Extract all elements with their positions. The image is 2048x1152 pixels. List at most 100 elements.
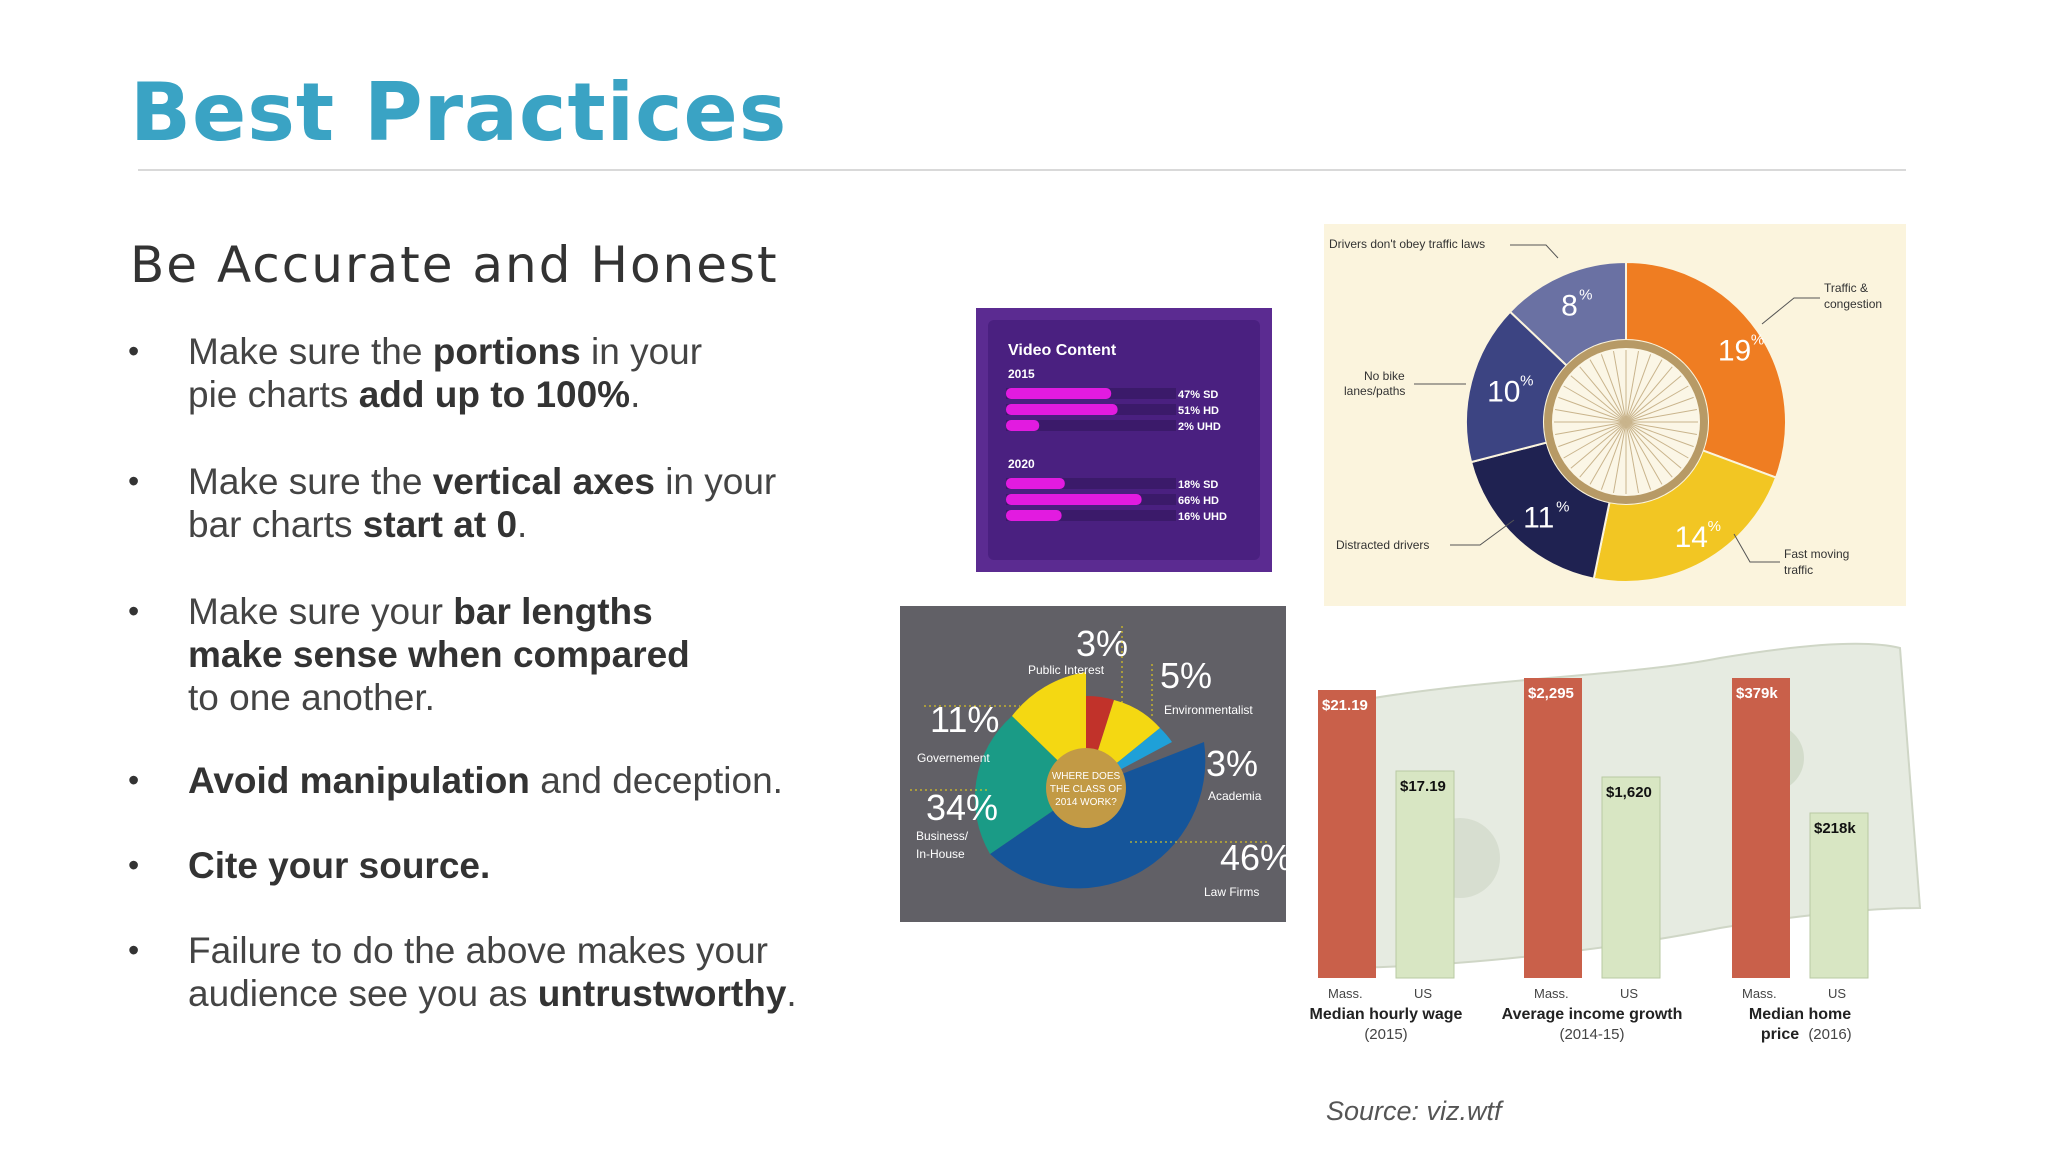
group-subtitle: (2016) <box>1808 1026 1851 1043</box>
video-bar-label: 47% SD <box>1178 389 1218 401</box>
pct-law-firms: 46% <box>1220 837 1286 878</box>
wheel-spoke <box>1563 421 1627 459</box>
video-bar <box>1006 420 1040 431</box>
wheel-spoke <box>1579 366 1627 423</box>
video-year-0: 2015 <box>1008 367 1035 381</box>
bullet-portions: Make sure the portions in your pie chart… <box>128 330 888 416</box>
wheel-spoke <box>1625 351 1639 423</box>
video-bar-label: 51% HD <box>1178 405 1219 417</box>
wheel-spoke <box>1563 385 1627 423</box>
wheel-spoke <box>1625 421 1652 490</box>
video-bar <box>1006 404 1118 415</box>
wheel-spoke <box>1613 351 1627 423</box>
label-environmentalist: Environmentalist <box>1164 703 1253 717</box>
center-text-1: WHERE DOES <box>1052 771 1121 782</box>
wheel-spoke <box>1613 421 1627 493</box>
leader-fast <box>1733 533 1780 563</box>
wheel-spoke <box>1625 421 1689 459</box>
bullet-vertical-axes: Make sure the vertical axes in your bar … <box>128 460 888 546</box>
mass-vs-us-bar-chart-image: $21.19 $17.19 Mass. US Median hourly wage (20… <box>1300 638 1922 1070</box>
donut-slice-label: 11 <box>1523 501 1554 534</box>
bullet-bar-lengths: Make sure your bar lengths make sense wh… <box>128 590 888 719</box>
video-bar <box>1006 494 1142 505</box>
video-bar <box>1006 388 1112 399</box>
mass-value-label: $379k <box>1736 685 1778 702</box>
wheel-spoke <box>1625 359 1663 423</box>
mass-axis-label: Mass. <box>1742 986 1777 1001</box>
pct-public-interest: 3% <box>1076 623 1128 664</box>
video-track <box>1006 420 1176 431</box>
video-bar-label: 2% UHD <box>1178 421 1221 433</box>
center-text-2: THE CLASS OF <box>1050 784 1122 795</box>
wheel-spoke <box>1625 421 1697 435</box>
bullet-avoid-manipulation: Avoid manipulation and deception. <box>128 759 888 802</box>
leader-drivers <box>1510 244 1559 259</box>
us-bar <box>1809 812 1869 979</box>
us-value-label: $1,620 <box>1606 784 1652 801</box>
group-title: Average income growth <box>1502 1006 1683 1023</box>
donut-percent-sign: % <box>1556 498 1569 515</box>
wheel-spoke <box>1625 385 1689 423</box>
mass-bar <box>1318 690 1376 978</box>
video-bar-label: 16% UHD <box>1178 511 1227 523</box>
wheel-spoke <box>1625 421 1673 478</box>
donut-slice-label: 19 <box>1718 334 1751 367</box>
mass-axis-label: Mass. <box>1534 986 1569 1001</box>
donut-slice-label: 14 <box>1675 521 1708 554</box>
pct-environmentalist: 5% <box>1160 655 1212 696</box>
label-in-house: In-House <box>916 847 965 861</box>
annotation-traffic-1: Traffic & <box>1824 281 1868 295</box>
video-track <box>1006 510 1176 521</box>
center-badge <box>1046 748 1126 828</box>
us-axis-label: US <box>1620 986 1638 1001</box>
class-of-2014-chart-image: WHERE DOES THE CLASS OF 2014 WORK? 3% Pu… <box>900 606 1286 922</box>
video-year-1: 2020 <box>1008 457 1035 471</box>
wheel-spoke <box>1625 421 1682 469</box>
wheel-spoke <box>1570 375 1627 423</box>
donut-slice-label: 8 <box>1561 289 1578 322</box>
wheel-spoke <box>1625 409 1697 423</box>
label-academia: Academia <box>1208 789 1262 803</box>
slide-title: Best Practices <box>130 66 788 159</box>
mass-bar <box>1524 678 1582 978</box>
group-subtitle: (2014-15) <box>1559 1026 1624 1043</box>
slide-subtitle: Be Accurate and Honest <box>130 236 779 294</box>
wheel-spoke <box>1600 354 1627 423</box>
traffic-donut-chart-image: Drivers don't obey traffic laws Traffic … <box>1324 224 1906 606</box>
mass-value-label: $21.19 <box>1322 697 1368 714</box>
annotation-nobike-1: No bike <box>1364 369 1405 383</box>
us-value-label: $218k <box>1814 820 1856 837</box>
leader-distracted <box>1450 519 1515 546</box>
wheel-spoke <box>1625 396 1694 423</box>
label-government: Governement <box>917 751 990 765</box>
us-bar <box>1395 770 1455 979</box>
us-value-label: $17.19 <box>1400 778 1446 795</box>
group-title: Median home <box>1749 1006 1851 1023</box>
wheel-spoke <box>1589 359 1627 423</box>
us-axis-label: US <box>1828 986 1846 1001</box>
wheel-spoke <box>1555 409 1627 423</box>
annotation-distracted: Distracted drivers <box>1336 538 1429 552</box>
slice-business <box>974 716 1086 854</box>
label-public-interest: Public Interest <box>1028 663 1105 677</box>
donut-percent-sign: % <box>1708 518 1721 535</box>
bullet-failure: Failure to do the above makes your audie… <box>128 929 888 1015</box>
wheel-spoke <box>1625 366 1673 423</box>
class-of-2014-svg: WHERE DOES THE CLASS OF 2014 WORK? 3% Pu… <box>910 623 1286 899</box>
pct-business: 34% <box>926 787 998 828</box>
annotation-drivers: Drivers don't obey traffic laws <box>1329 237 1485 251</box>
annotation-traffic-2: congestion <box>1824 297 1882 311</box>
wheel-spoke <box>1625 375 1682 423</box>
traffic-donut-svg: Drivers don't obey traffic laws Traffic … <box>1329 237 1882 583</box>
group-title: Median hourly wage <box>1310 1006 1463 1023</box>
title-divider <box>138 169 1906 171</box>
donut-slice-label: 10 <box>1487 376 1520 409</box>
annotation-fast-1: Fast moving <box>1784 547 1849 561</box>
pct-government: 11% <box>930 699 999 740</box>
wheel-spoke <box>1625 421 1639 493</box>
video-bar <box>1006 478 1065 489</box>
video-title: Video Content <box>1008 342 1117 359</box>
center-text-3: 2014 WORK? <box>1055 797 1117 808</box>
group-title-2: price <box>1761 1026 1799 1043</box>
video-content-svg: Video Content 2015 47% SD 51% HD 2% UHD 2020… <box>988 320 1260 560</box>
